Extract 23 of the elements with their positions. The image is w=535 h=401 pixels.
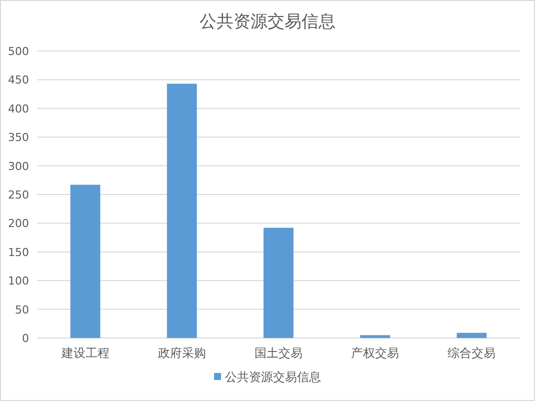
y-tick-label: 200 bbox=[8, 217, 29, 230]
x-tick-label: 产权交易 bbox=[351, 346, 400, 360]
legend-label: 公共资源交易信息 bbox=[225, 370, 321, 384]
y-tick-label: 400 bbox=[8, 102, 29, 116]
bar bbox=[70, 184, 100, 338]
y-tick-label: 0 bbox=[22, 332, 29, 345]
y-tick-label: 300 bbox=[8, 160, 29, 173]
x-tick-label: 建设工程 bbox=[60, 346, 110, 360]
x-tick-label: 综合交易 bbox=[448, 346, 496, 360]
x-tick-label: 国土交易 bbox=[254, 346, 302, 360]
bar bbox=[456, 332, 487, 338]
bar bbox=[166, 84, 197, 338]
y-tick-label: 350 bbox=[8, 131, 29, 144]
y-tick-label: 500 bbox=[8, 45, 29, 58]
chart-title: 公共资源交易信息 bbox=[200, 12, 336, 32]
y-tick-label: 250 bbox=[8, 188, 29, 202]
y-tick-label: 50 bbox=[15, 303, 29, 316]
x-tick-label: 政府采购 bbox=[158, 346, 206, 360]
y-tick-label: 450 bbox=[8, 74, 29, 87]
bar bbox=[264, 228, 294, 338]
bar bbox=[360, 335, 390, 338]
y-tick-label: 150 bbox=[8, 246, 29, 259]
y-tick-label: 100 bbox=[8, 274, 29, 288]
